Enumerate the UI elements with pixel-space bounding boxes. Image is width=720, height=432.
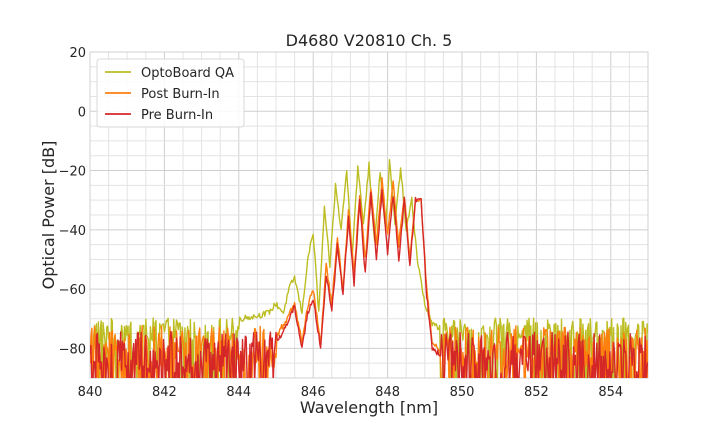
- plot-frame: [89, 51, 649, 379]
- x-tick-label: 852: [524, 385, 549, 400]
- series-line: [90, 188, 648, 378]
- legend-label: Pre Burn-In: [141, 108, 213, 123]
- x-tick-label: 846: [301, 385, 326, 400]
- y-tick-label: −20: [59, 165, 86, 180]
- y-tick-label: 20: [69, 46, 86, 61]
- y-tick-label: −40: [59, 224, 86, 239]
- legend-label: Post Burn-In: [141, 87, 220, 102]
- x-axis-label: Wavelength [nm]: [300, 398, 438, 417]
- y-axis-label: Optical Power [dB]: [39, 141, 58, 290]
- y-tick-label: 0: [78, 105, 86, 120]
- y-tick-label: −80: [59, 342, 86, 357]
- x-tick-label: 844: [226, 385, 251, 400]
- legend-box: [96, 58, 245, 128]
- x-tick-label: 850: [450, 385, 475, 400]
- y-tick-label: −60: [59, 283, 86, 298]
- legend: OptoBoard QA Post Burn-In Pre Burn-In: [96, 58, 245, 128]
- legend-label: OptoBoard QA: [141, 66, 234, 81]
- x-tick-label: 840: [78, 385, 103, 400]
- y-tick-labels: 20 0 −20 −40 −60 −80: [59, 46, 86, 357]
- x-tick-label: 848: [375, 385, 400, 400]
- x-tick-labels: 840 842 844 846 848 850 852 854: [78, 385, 624, 400]
- chart-title: D4680 V20810 Ch. 5: [286, 31, 453, 50]
- x-tick-label: 842: [152, 385, 177, 400]
- series-group: [90, 158, 648, 378]
- x-tick-label: 854: [598, 385, 623, 400]
